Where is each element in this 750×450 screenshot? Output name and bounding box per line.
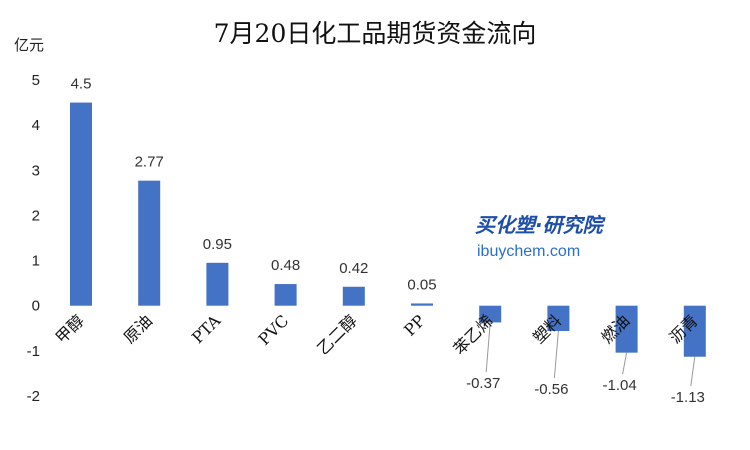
data-label: -1.13 <box>671 389 705 406</box>
bar <box>342 286 365 306</box>
bar <box>70 102 92 306</box>
data-label: -0.56 <box>534 381 568 398</box>
category-label: 乙二醇 <box>313 311 360 358</box>
chart-title: 7月20日化工品期货资金流向 <box>214 19 537 48</box>
data-label: 0.48 <box>271 257 300 274</box>
category-label: 苯乙烯 <box>450 311 497 358</box>
category-labels: 甲醇 原油 PTA PVC 乙二醇 PP 苯乙烯 塑料 燃油 沥青 <box>52 311 702 359</box>
y-tick-label: 1 <box>32 253 40 270</box>
bar <box>547 305 570 331</box>
bar <box>683 305 706 357</box>
bar <box>206 262 229 306</box>
leader-line <box>622 352 628 375</box>
watermark-brand: 买化塑·研究院 <box>475 213 607 237</box>
data-label: 0.42 <box>339 260 368 277</box>
bar <box>479 305 502 323</box>
y-tick-label: 0 <box>32 298 40 315</box>
data-label: 2.77 <box>135 154 164 171</box>
leader-line <box>690 356 696 387</box>
y-tick-labels: 5 4 3 2 1 0 -1 -2 <box>27 72 40 405</box>
bar <box>138 180 161 306</box>
y-tick-label: 4 <box>32 117 40 134</box>
data-label: 0.05 <box>407 276 436 293</box>
y-tick-label: 5 <box>32 72 40 89</box>
y-tick-label: -2 <box>27 388 40 405</box>
data-label: -1.04 <box>602 377 636 394</box>
y-axis-label: 亿元 <box>14 36 44 54</box>
data-label: 0.95 <box>203 236 232 253</box>
category-label: 原油 <box>120 311 156 347</box>
bar <box>274 284 297 306</box>
data-label: -0.37 <box>466 375 500 392</box>
data-labels: 4.5 2.77 0.95 0.48 0.42 0.05 -0.37 -0.56 -1.04 -1… <box>71 76 705 406</box>
y-tick-label: 3 <box>32 162 40 179</box>
watermark-url: ibuychem.com <box>477 243 580 260</box>
watermark: 买化塑·研究院 ibuychem.com <box>475 213 607 260</box>
category-label: 甲醇 <box>52 311 88 347</box>
data-label: 4.5 <box>71 76 92 93</box>
leader-line <box>553 330 559 379</box>
y-tick-label: -1 <box>27 343 40 360</box>
bar <box>615 305 638 353</box>
category-label: PVC <box>255 311 293 349</box>
bars <box>70 102 706 357</box>
leader-lines <box>485 322 696 387</box>
leader-line <box>485 322 491 373</box>
bar <box>411 303 433 306</box>
y-tick-label: 2 <box>32 207 40 224</box>
category-label: PP <box>400 311 429 340</box>
category-label: PTA <box>188 311 224 347</box>
